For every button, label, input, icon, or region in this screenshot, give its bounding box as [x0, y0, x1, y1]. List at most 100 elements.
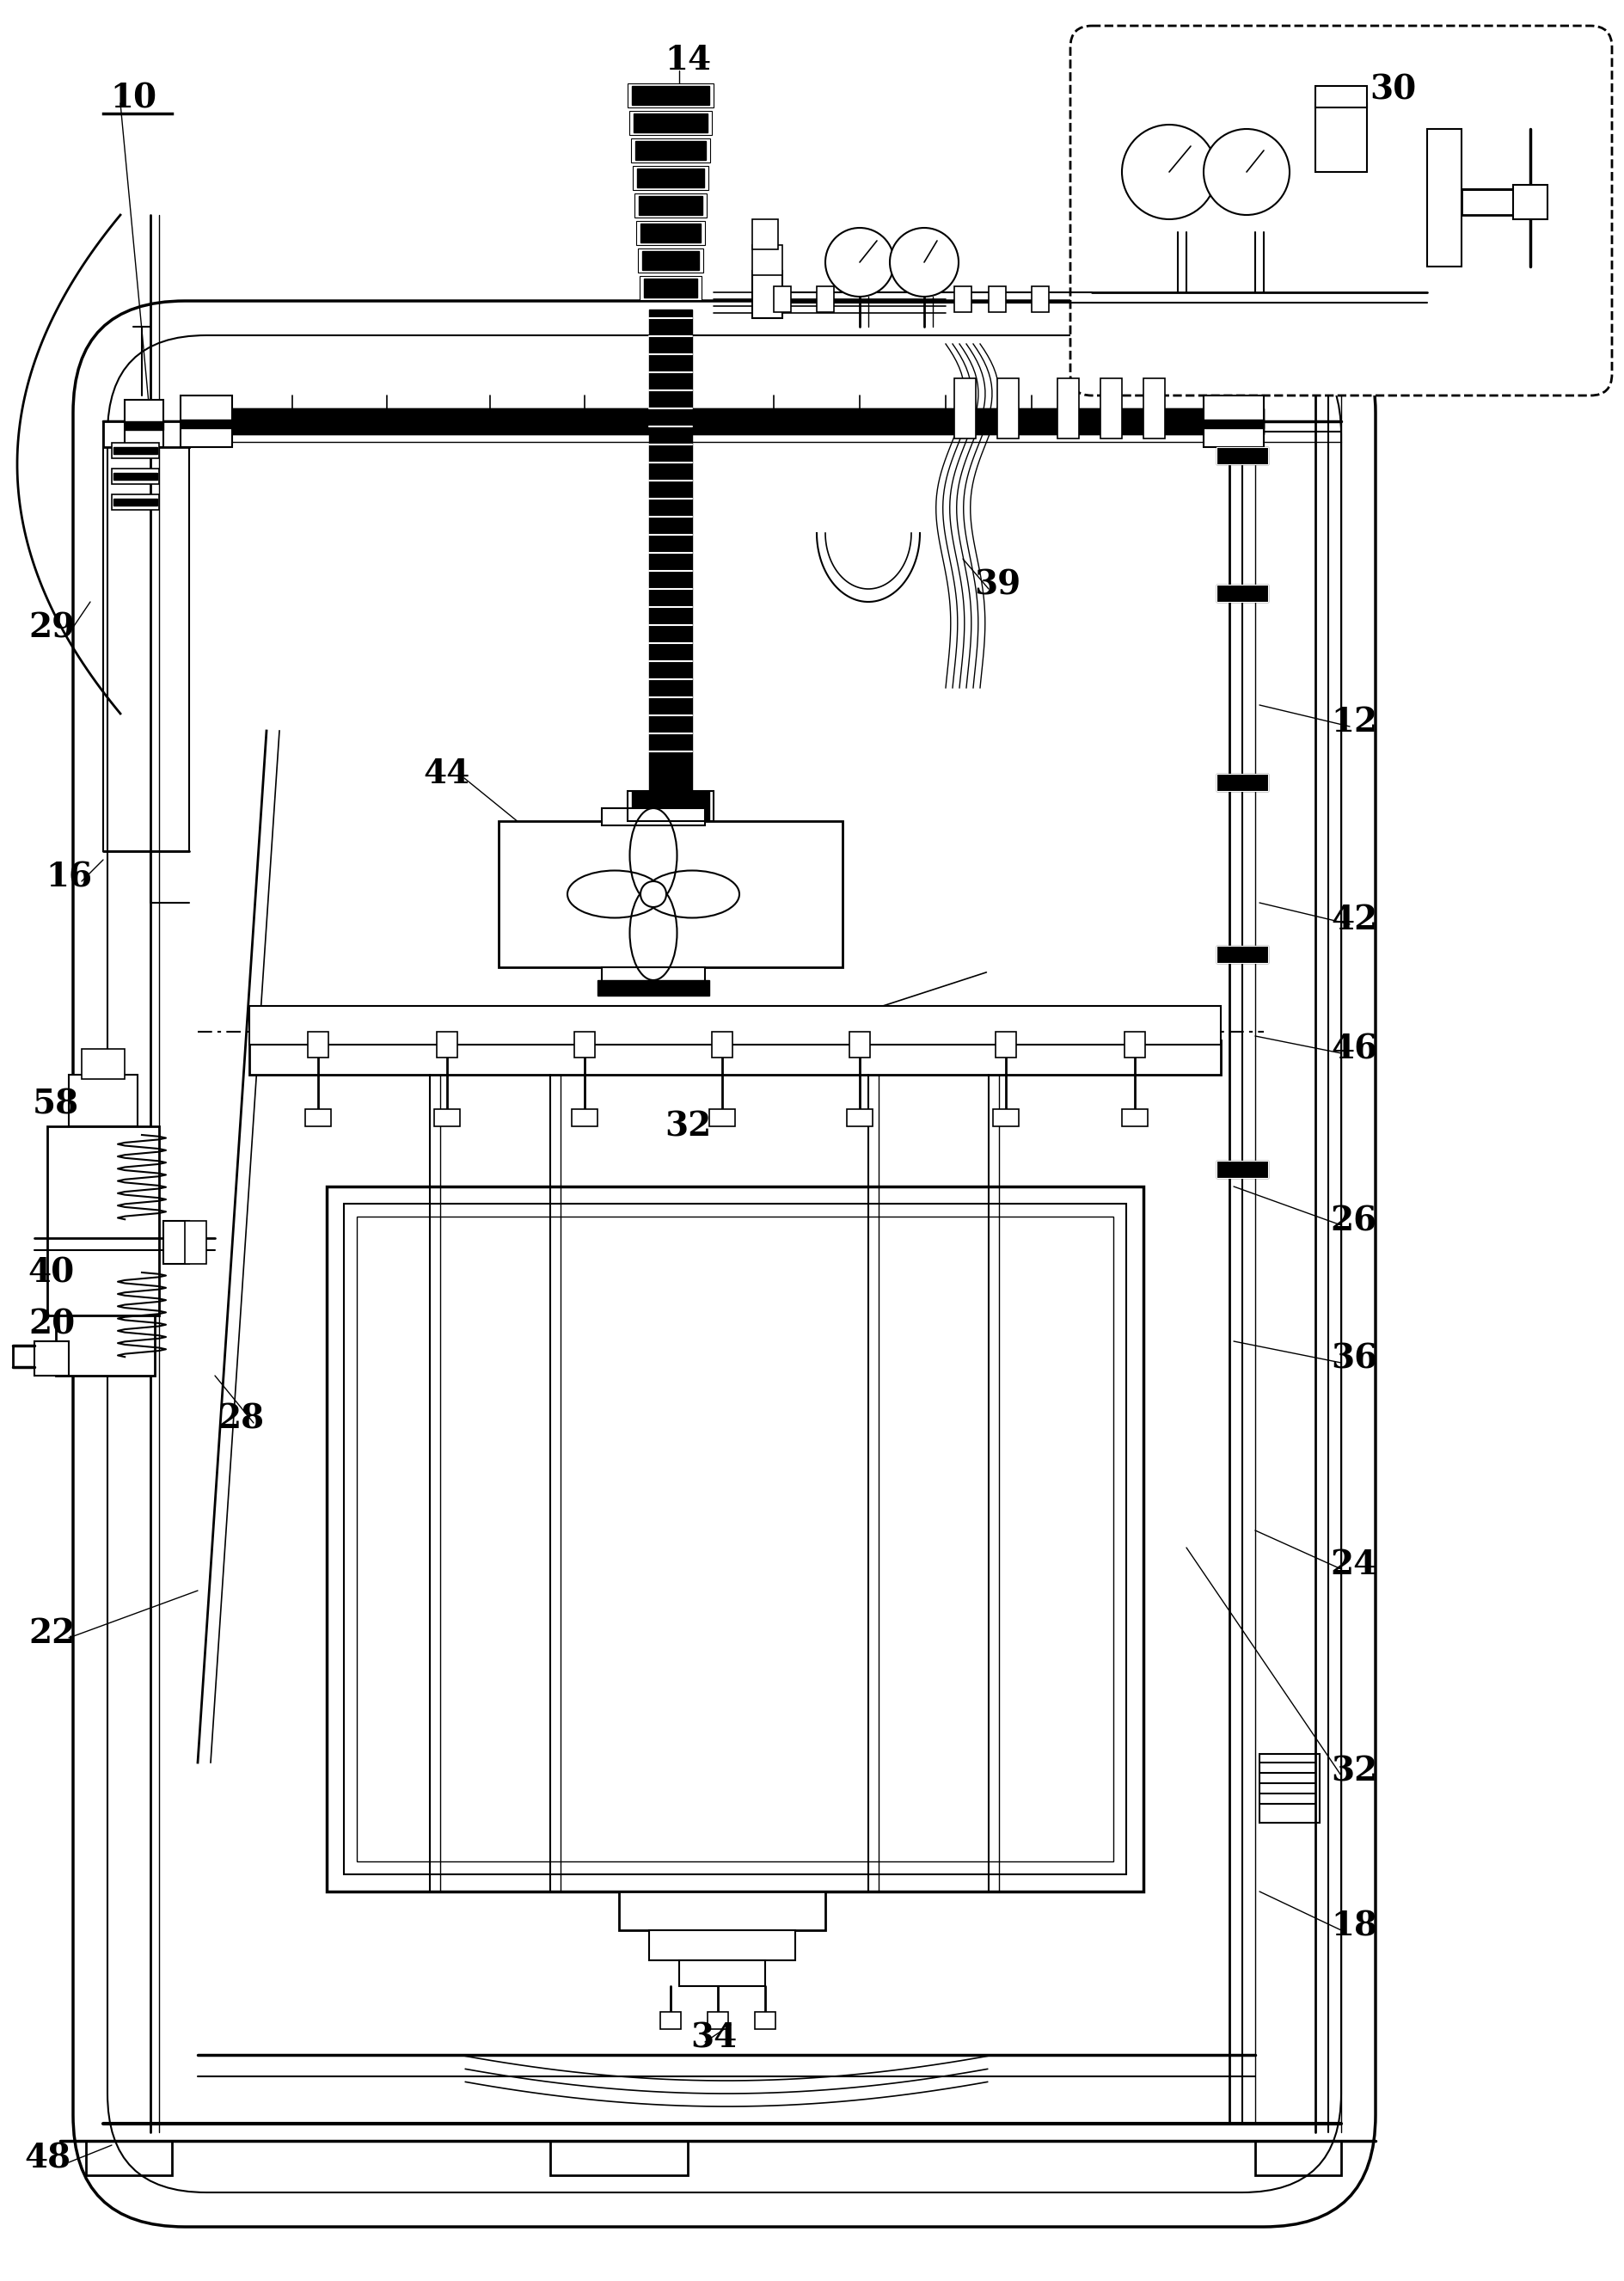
Bar	[47, 1127, 159, 1316]
Text: 12: 12	[1330, 705, 1377, 739]
Bar	[601, 807, 705, 826]
Bar	[1216, 447, 1267, 465]
Bar	[81, 1049, 125, 1079]
Text: 10: 10	[110, 82, 156, 116]
Bar	[679, 1959, 765, 1987]
Bar	[633, 194, 706, 217]
Bar	[752, 219, 778, 249]
Bar	[1259, 1754, 1319, 1823]
Bar	[817, 287, 833, 312]
Text: 26: 26	[1330, 1204, 1377, 1236]
Bar	[307, 1031, 328, 1058]
Bar	[1143, 379, 1164, 438]
Bar	[437, 1031, 456, 1058]
Bar	[102, 422, 188, 851]
Bar	[180, 395, 232, 447]
Bar	[499, 821, 843, 967]
Bar	[953, 379, 976, 438]
Circle shape	[890, 228, 958, 297]
Bar	[1121, 1109, 1147, 1127]
Bar	[326, 1186, 1143, 1891]
Bar	[710, 1109, 734, 1127]
Bar	[632, 87, 710, 105]
Bar	[633, 114, 706, 132]
Bar	[248, 1040, 1220, 1074]
Bar	[711, 1031, 732, 1058]
Bar	[34, 1341, 68, 1375]
Bar	[125, 422, 164, 429]
Text: 40: 40	[28, 1257, 75, 1289]
Bar	[1512, 185, 1546, 219]
FancyBboxPatch shape	[73, 301, 1376, 2226]
Circle shape	[1203, 130, 1289, 214]
Bar	[637, 169, 703, 187]
Bar	[114, 472, 158, 479]
Bar	[1124, 1031, 1145, 1058]
Text: 22: 22	[28, 1617, 75, 1649]
Bar	[180, 420, 232, 429]
Bar	[619, 1891, 825, 1930]
Bar	[551, 2142, 687, 2176]
Bar	[1460, 189, 1530, 214]
Bar	[1315, 103, 1366, 171]
Bar	[996, 1031, 1015, 1058]
Bar	[112, 468, 159, 484]
Bar	[640, 224, 700, 242]
Bar	[1315, 87, 1366, 107]
Bar	[987, 287, 1005, 312]
Text: 39: 39	[973, 568, 1020, 600]
Text: 32: 32	[1330, 1754, 1377, 1788]
Bar	[68, 1074, 138, 1127]
Bar	[706, 2012, 728, 2030]
Bar	[635, 141, 705, 160]
Bar	[627, 792, 713, 821]
Bar	[185, 408, 1263, 433]
Bar	[1216, 1161, 1267, 1177]
Bar	[125, 399, 164, 447]
Bar	[305, 1109, 331, 1127]
Bar	[992, 1109, 1018, 1127]
Bar	[953, 287, 971, 312]
Bar	[112, 443, 159, 458]
Bar	[648, 1930, 794, 1959]
Bar	[573, 1031, 594, 1058]
Text: 34: 34	[690, 2021, 737, 2053]
Bar	[997, 379, 1018, 438]
Bar	[114, 447, 158, 454]
Bar	[248, 1006, 1220, 1045]
Bar	[1254, 2142, 1340, 2176]
Bar	[752, 244, 781, 276]
Text: 16: 16	[45, 860, 93, 894]
Bar	[1031, 287, 1049, 312]
Bar	[102, 422, 188, 447]
Bar	[601, 967, 705, 985]
Bar	[773, 287, 791, 312]
Bar	[185, 1220, 206, 1264]
Bar	[627, 84, 713, 107]
Bar	[86, 2142, 172, 2176]
Bar	[638, 196, 702, 214]
Bar	[641, 251, 698, 269]
Text: 28: 28	[218, 1403, 263, 1435]
Text: 24: 24	[1330, 1549, 1377, 1581]
Bar	[1057, 379, 1078, 438]
Circle shape	[640, 880, 666, 908]
Bar	[846, 1109, 872, 1127]
Bar	[1216, 947, 1267, 963]
Bar	[849, 1031, 869, 1058]
Text: 14: 14	[664, 43, 711, 78]
Bar	[637, 221, 705, 244]
Bar	[1099, 379, 1121, 438]
Bar	[648, 310, 692, 792]
Text: 36: 36	[1330, 1341, 1377, 1375]
Bar	[1203, 420, 1263, 429]
Circle shape	[1121, 125, 1216, 219]
Bar	[638, 249, 703, 271]
Bar	[628, 112, 711, 135]
Bar	[164, 1220, 188, 1264]
Text: 42: 42	[1330, 903, 1377, 935]
Bar	[357, 1216, 1112, 1861]
Bar	[1216, 773, 1267, 792]
Bar	[659, 2012, 680, 2030]
Text: 30: 30	[1369, 73, 1415, 107]
